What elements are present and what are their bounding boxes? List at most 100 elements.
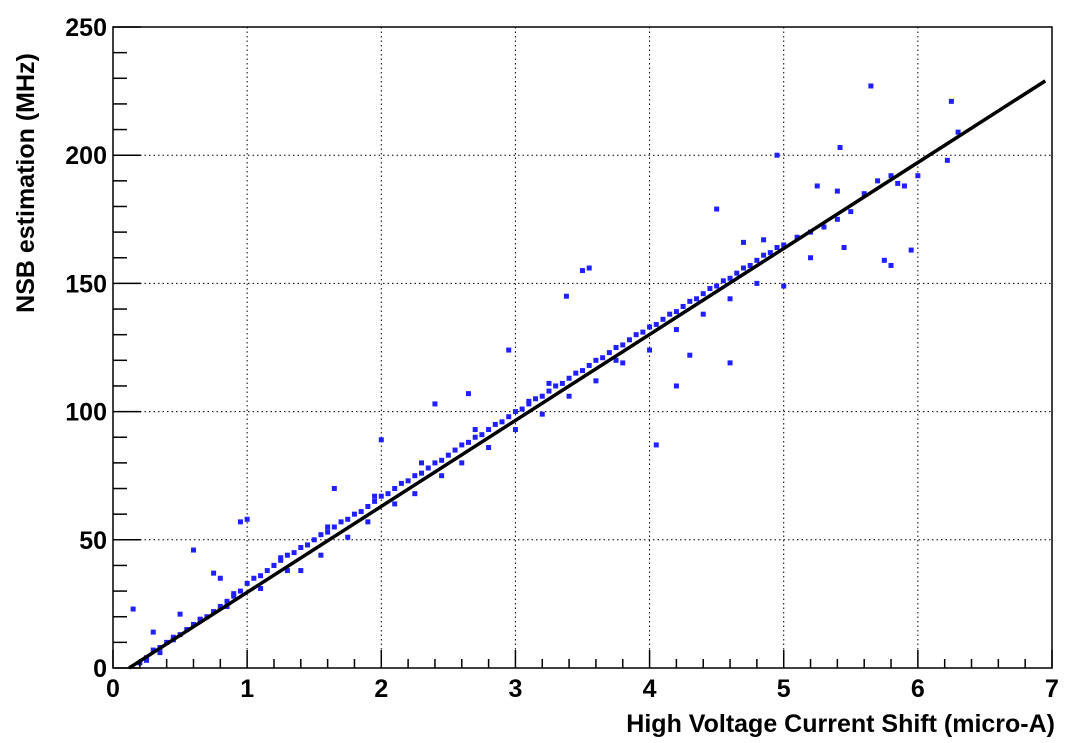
y-axis-title: NSB estimation (MHz)	[12, 53, 40, 313]
data-points	[130, 83, 961, 666]
data-point	[211, 609, 217, 615]
data-point	[412, 491, 418, 497]
data-point	[687, 352, 693, 358]
data-point	[392, 501, 398, 507]
data-point	[559, 380, 565, 386]
data-point	[298, 544, 304, 550]
data-point	[814, 183, 820, 189]
data-point	[653, 321, 659, 327]
x-tick-label: 4	[643, 675, 657, 703]
data-point	[331, 486, 337, 492]
fit-line-group	[128, 79, 1047, 670]
data-point	[432, 401, 438, 407]
data-point	[244, 580, 250, 586]
data-point	[754, 280, 760, 286]
data-point	[908, 247, 914, 253]
data-point	[593, 357, 599, 363]
data-point	[465, 391, 471, 397]
tick-marks	[112, 26, 1053, 669]
data-point	[472, 427, 478, 433]
data-point	[606, 350, 612, 356]
y-tick-label: 150	[65, 270, 107, 298]
data-point	[647, 324, 653, 330]
data-point	[318, 532, 324, 538]
data-point	[633, 332, 639, 338]
x-tick-label: 7	[1045, 675, 1059, 703]
y-tick-label: 100	[65, 399, 107, 427]
data-point	[331, 524, 337, 530]
data-point	[392, 486, 398, 492]
data-point	[486, 444, 492, 450]
data-point	[365, 519, 371, 525]
fit-line	[128, 79, 1047, 670]
data-point	[325, 529, 331, 535]
data-point	[311, 537, 317, 543]
data-point	[580, 268, 585, 274]
data-point	[808, 255, 814, 261]
data-point	[915, 173, 921, 179]
data-point	[613, 357, 619, 363]
data-point	[673, 309, 679, 315]
data-point	[492, 421, 498, 427]
data-point	[673, 327, 679, 333]
data-point	[781, 283, 787, 289]
data-point	[660, 316, 666, 322]
data-point	[372, 498, 378, 504]
data-point	[419, 470, 425, 476]
data-point	[526, 401, 532, 407]
data-point	[439, 473, 445, 479]
data-point	[190, 621, 196, 627]
data-point	[486, 427, 492, 433]
data-point	[620, 360, 626, 366]
data-point	[673, 383, 679, 389]
data-point	[714, 206, 720, 212]
data-point	[412, 473, 418, 479]
data-point	[150, 629, 156, 635]
data-point	[385, 491, 391, 497]
data-point	[338, 519, 344, 525]
data-point	[459, 442, 465, 448]
data-point	[700, 291, 706, 297]
data-point	[747, 262, 753, 268]
data-point	[613, 345, 619, 350]
data-point	[566, 375, 572, 381]
data-point	[472, 434, 478, 440]
data-point	[439, 457, 445, 463]
data-point	[231, 593, 237, 599]
data-point	[626, 337, 632, 343]
data-point	[754, 257, 760, 263]
data-point	[452, 447, 458, 453]
data-point	[881, 257, 887, 263]
data-point	[563, 293, 569, 299]
data-point	[707, 286, 713, 292]
data-point	[465, 439, 471, 445]
data-point	[761, 252, 767, 258]
x-tick-label: 3	[508, 675, 522, 703]
y-tick-label: 200	[65, 142, 107, 170]
data-point	[217, 603, 223, 609]
data-point	[687, 298, 693, 304]
data-point	[734, 270, 740, 276]
data-point	[875, 178, 881, 184]
data-point	[868, 83, 874, 89]
data-point	[593, 378, 599, 384]
data-point	[237, 519, 243, 525]
y-tick-label: 250	[65, 14, 107, 42]
data-point	[781, 242, 787, 248]
data-point	[459, 460, 465, 466]
data-point	[237, 588, 243, 594]
data-point	[405, 478, 411, 484]
data-point	[861, 191, 867, 197]
data-point	[600, 355, 606, 361]
data-point	[231, 591, 237, 597]
data-point	[727, 296, 733, 302]
data-point	[700, 311, 706, 317]
data-point	[539, 393, 545, 399]
data-point	[640, 329, 646, 335]
data-point	[680, 303, 686, 309]
data-point	[258, 573, 264, 579]
data-point	[519, 406, 525, 412]
data-point	[278, 557, 284, 563]
data-point	[278, 555, 284, 561]
data-point	[284, 568, 290, 574]
